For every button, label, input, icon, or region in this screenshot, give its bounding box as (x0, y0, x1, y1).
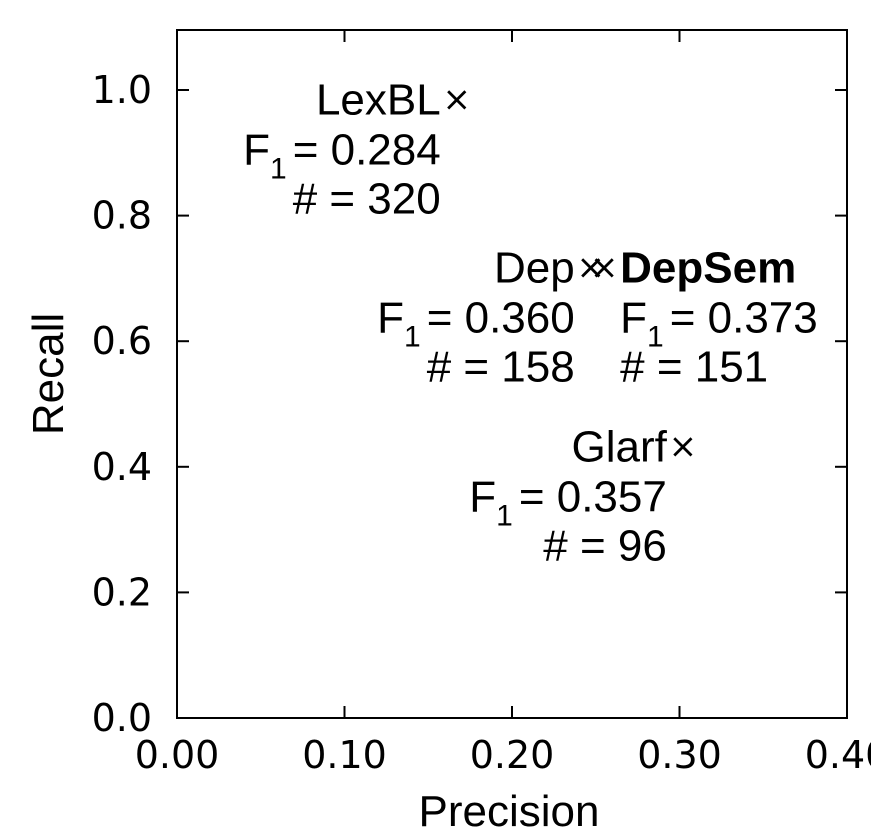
point-count: # = 158 (427, 343, 575, 392)
axis-ticks (176, 30, 848, 719)
point-marker: × (669, 427, 698, 467)
f1-subscript: 1 (647, 321, 664, 354)
y-tick-label: 0.2 (92, 570, 152, 614)
x-tick-label: 0.00 (135, 733, 220, 777)
point-f1: F1 = 0.284 (243, 125, 441, 185)
f1-subscript: 1 (404, 321, 421, 354)
x-tick-label: 0.40 (805, 733, 871, 777)
y-axis-title: Recall (24, 313, 73, 435)
point-name: LexBL (316, 75, 441, 124)
point-count: # = 151 (620, 343, 768, 392)
x-axis-title: Precision (419, 787, 600, 834)
point-f1: F1 = 0.360 (377, 294, 575, 354)
f1-letter: F (377, 294, 404, 343)
y-tick-label: 0.4 (92, 445, 152, 489)
y-tick-label: 0.0 (92, 696, 152, 740)
point-f1: F1 = 0.373 (620, 294, 818, 354)
x-tick-label: 0.10 (302, 733, 387, 777)
f1-value: = 0.284 (293, 125, 441, 174)
y-tick-label: 0.6 (92, 319, 152, 363)
f1-letter: F (620, 294, 647, 343)
f1-letter: F (469, 473, 496, 522)
f1-value: = 0.373 (670, 294, 818, 343)
axis-tick-labels: 0.00 0.10 0.20 0.30 0.40 0.0 0.2 0.4 0.6 0.8 1.0 (92, 68, 871, 777)
x-tick-label: 0.20 (470, 733, 555, 777)
point-marker: × (590, 248, 619, 288)
f1-subscript: 1 (270, 152, 287, 185)
y-tick-label: 0.8 (92, 194, 152, 238)
f1-value: = 0.360 (427, 294, 575, 343)
point-name: Dep (494, 244, 575, 293)
point-name: DepSem (620, 244, 796, 293)
y-tick-label: 1.0 (92, 68, 152, 112)
point-count: # = 96 (543, 522, 667, 571)
point-name: Glarf (571, 423, 667, 472)
x-tick-label: 0.30 (637, 733, 722, 777)
f1-subscript: 1 (496, 500, 513, 533)
point-marker: × (442, 79, 471, 119)
point-f1: F1 = 0.357 (469, 473, 667, 533)
point-count: # = 320 (293, 174, 441, 223)
f1-letter: F (243, 125, 270, 174)
point-marker: × (576, 248, 605, 288)
f1-value: = 0.357 (519, 473, 667, 522)
